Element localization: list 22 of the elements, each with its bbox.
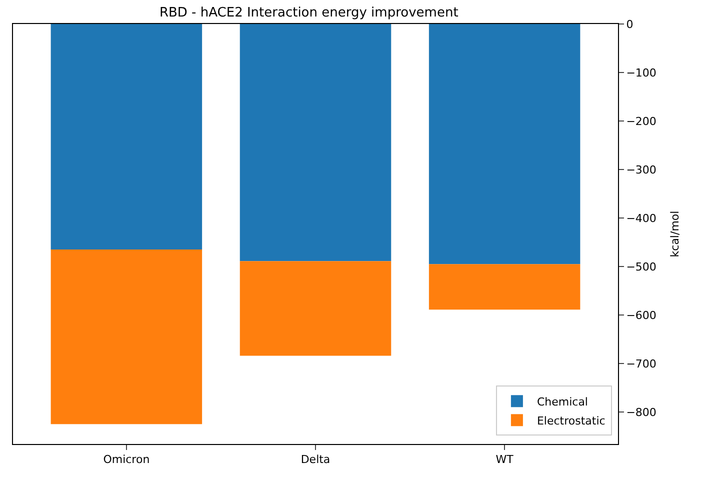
y-axis-title: kcal/mol [668,210,682,258]
x-tick-label: Omicron [103,453,150,466]
y-tick-label: 0 [626,18,634,31]
bar [428,264,580,310]
legend-label: Chemical [536,395,588,408]
chart-title: RBD - hACE2 Interaction energy improvement [159,5,458,20]
x-tick-label: Delta [300,453,330,466]
y-tick-label: −700 [626,357,656,370]
y-tick-label: −400 [626,212,656,225]
x-tick-label: WT [496,453,514,466]
y-tick-label: −600 [626,308,656,322]
bar [428,24,580,264]
bar [50,24,202,250]
y-tick-label: −100 [626,66,656,80]
bar [240,24,392,262]
y-tick-label: −200 [626,114,656,128]
bar [240,261,392,356]
y-tick-label: −800 [626,406,656,419]
y-tick-label: −500 [626,260,656,274]
y-tick-label: −300 [626,163,656,176]
bar [50,250,202,424]
legend-label: Electrostatic [536,414,606,428]
